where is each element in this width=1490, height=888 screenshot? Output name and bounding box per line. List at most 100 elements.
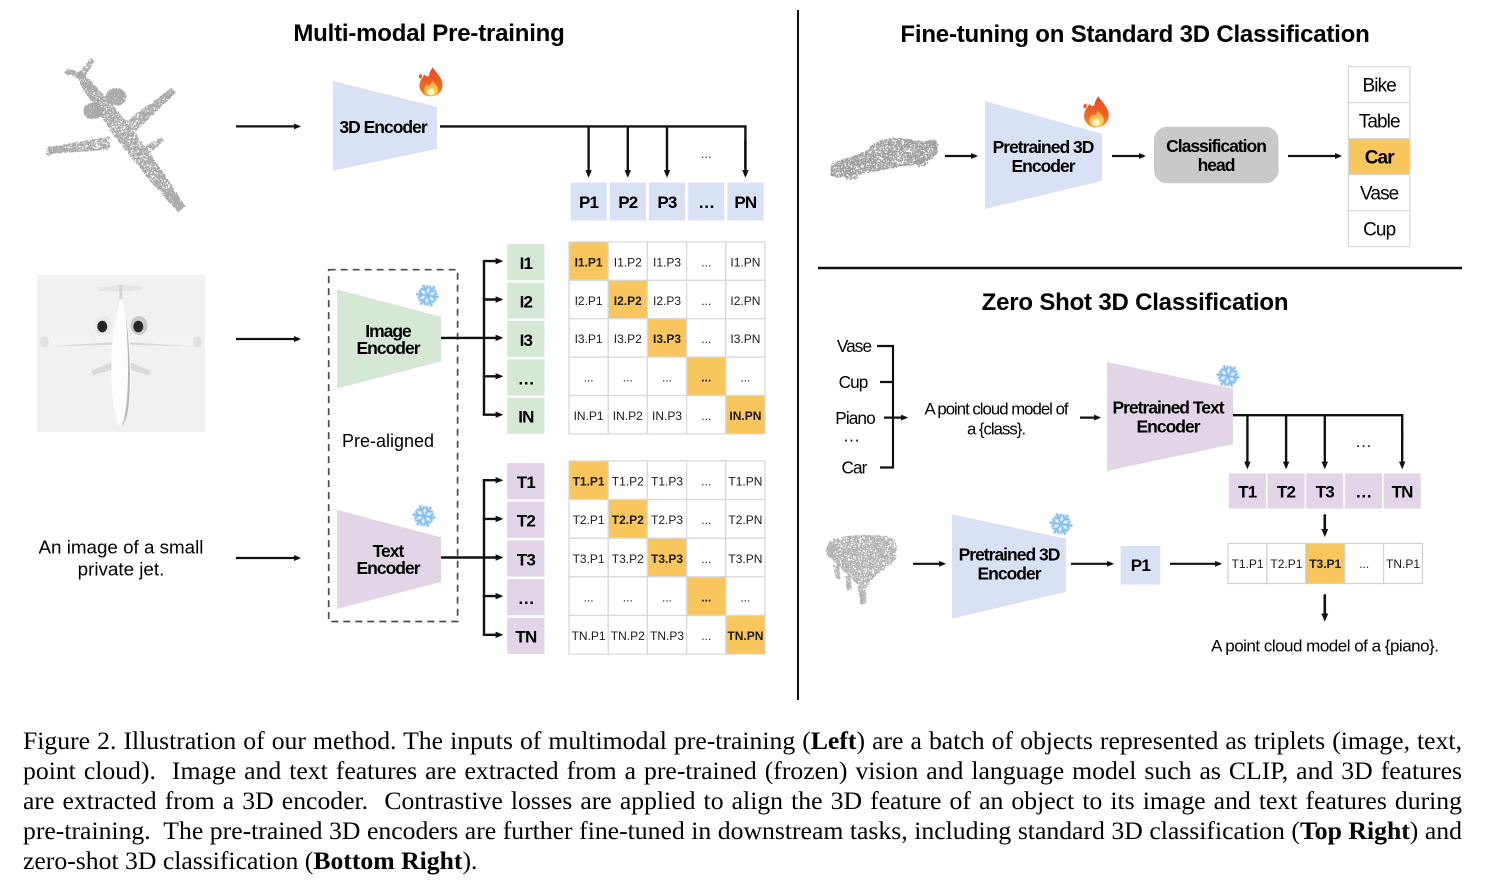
svg-text:Pretrained 3D: Pretrained 3D (959, 545, 1060, 565)
svg-text:Table: Table (1359, 111, 1400, 132)
svg-text:T2.P3: T2.P3 (651, 513, 683, 527)
svg-text:Multi-modal Pre-training: Multi-modal Pre-training (293, 20, 564, 47)
svg-text:I1.P3: I1.P3 (653, 255, 681, 269)
svg-text:TN: TN (515, 628, 537, 647)
svg-text:...: ... (623, 590, 633, 604)
svg-text:...: ... (701, 629, 711, 643)
svg-text:I2.PN: I2.PN (730, 294, 760, 308)
svg-text:...: ... (701, 146, 712, 161)
svg-text:Encoder: Encoder (356, 338, 420, 358)
svg-text:Encoder: Encoder (977, 564, 1041, 584)
svg-text:T3.P3: T3.P3 (651, 552, 683, 566)
svg-text:I3.PN: I3.PN (730, 332, 760, 346)
svg-text:PN: PN (734, 193, 757, 212)
svg-text:IN.PN: IN.PN (729, 409, 761, 423)
svg-text:T2.P1: T2.P1 (1270, 557, 1302, 571)
svg-text:Vase: Vase (837, 336, 872, 356)
svg-text:I1.PN: I1.PN (730, 255, 760, 269)
svg-text:…: … (518, 369, 534, 388)
svg-text:3D Encoder: 3D Encoder (339, 117, 427, 137)
svg-text:TN.P1: TN.P1 (572, 629, 606, 643)
svg-text:T3.P1: T3.P1 (1309, 557, 1341, 571)
svg-text:Cup: Cup (1363, 219, 1395, 240)
svg-text:An image of a small: An image of a small (39, 537, 204, 558)
svg-text:I3: I3 (520, 331, 533, 350)
svg-text:TN.P3: TN.P3 (650, 629, 684, 643)
svg-text:...: ... (701, 409, 711, 423)
svg-text:I2: I2 (520, 293, 533, 312)
svg-text:TN.P2: TN.P2 (611, 629, 645, 643)
svg-text:...: ... (740, 590, 750, 604)
svg-text:TN.PN: TN.PN (727, 629, 763, 643)
svg-text:...: ... (584, 371, 594, 385)
svg-text:T3: T3 (517, 550, 536, 569)
svg-text:a {class}.: a {class}. (967, 419, 1025, 438)
svg-text:I3.P1: I3.P1 (575, 332, 603, 346)
svg-text:...: ... (662, 590, 672, 604)
svg-text:...: ... (662, 371, 672, 385)
svg-text:A point cloud model of a {pian: A point cloud model of a {piano}. (1211, 637, 1438, 656)
svg-text:…: … (1355, 432, 1372, 451)
svg-text:P1: P1 (1131, 556, 1151, 575)
svg-text:Fine-tuning on Standard 3D Cla: Fine-tuning on Standard 3D Classificatio… (900, 21, 1369, 48)
svg-text:T1.P1: T1.P1 (573, 475, 605, 489)
svg-text:…: … (518, 589, 534, 608)
svg-text:…: … (843, 426, 860, 446)
svg-text:P1: P1 (579, 193, 599, 212)
svg-text:T3.P2: T3.P2 (612, 552, 644, 566)
svg-text:A point cloud model of: A point cloud model of (924, 400, 1068, 419)
svg-text:...: ... (701, 513, 711, 527)
svg-text:Zero Shot 3D Classification: Zero Shot 3D Classification (982, 289, 1289, 316)
svg-text:Pretrained 3D: Pretrained 3D (993, 137, 1094, 157)
svg-text:T2.PN: T2.PN (728, 513, 762, 527)
svg-text:T1.P1: T1.P1 (1231, 557, 1263, 571)
svg-text:Piano: Piano (835, 408, 875, 428)
svg-text:I3.P3: I3.P3 (653, 332, 681, 346)
svg-text:T2: T2 (1277, 483, 1296, 502)
svg-text:P3: P3 (657, 193, 677, 212)
svg-text:T1.P2: T1.P2 (612, 475, 644, 489)
svg-text:I1: I1 (520, 254, 533, 273)
svg-text:Classification: Classification (1166, 136, 1266, 156)
svg-text:...: ... (623, 371, 633, 385)
svg-text:T1.P3: T1.P3 (651, 475, 683, 489)
svg-text:...: ... (1359, 557, 1369, 571)
svg-text:T1: T1 (517, 473, 536, 492)
svg-text:T3: T3 (1316, 483, 1335, 502)
svg-text:T2: T2 (517, 512, 536, 531)
svg-text:Encoder: Encoder (1136, 417, 1200, 437)
svg-text:...: ... (701, 552, 711, 566)
svg-text:I1.P1: I1.P1 (575, 255, 603, 269)
svg-text:Car: Car (1365, 147, 1395, 168)
svg-text:I3.P2: I3.P2 (614, 332, 642, 346)
svg-text:Text: Text (373, 541, 405, 561)
svg-text:...: ... (701, 332, 711, 346)
svg-text:IN.P1: IN.P1 (574, 409, 604, 423)
svg-text:P2: P2 (618, 193, 638, 212)
svg-text:I2.P1: I2.P1 (575, 294, 603, 308)
svg-text:...: ... (584, 590, 594, 604)
svg-text:...: ... (740, 371, 750, 385)
svg-text:Pretrained Text: Pretrained Text (1112, 398, 1224, 418)
svg-text:T1: T1 (1238, 483, 1257, 502)
svg-text:Pre-aligned: Pre-aligned (342, 431, 434, 451)
svg-text:Encoder: Encoder (356, 558, 420, 578)
svg-text:T3.PN: T3.PN (728, 552, 762, 566)
svg-text:Vase: Vase (1360, 183, 1399, 204)
svg-text:...: ... (701, 475, 711, 489)
svg-text:private jet.: private jet. (78, 559, 165, 580)
svg-text:I1.P2: I1.P2 (614, 255, 642, 269)
svg-text:...: ... (701, 255, 711, 269)
svg-text:Image: Image (365, 321, 412, 341)
svg-text:TN.P1: TN.P1 (1386, 557, 1420, 571)
svg-text:T2.P2: T2.P2 (612, 513, 644, 527)
svg-text:...: ... (701, 590, 711, 604)
svg-text:...: ... (701, 371, 711, 385)
svg-text:IN.P3: IN.P3 (652, 409, 682, 423)
svg-text:I2.P3: I2.P3 (653, 294, 681, 308)
svg-text:I2.P2: I2.P2 (614, 294, 642, 308)
svg-text:T1.PN: T1.PN (728, 475, 762, 489)
svg-text:Cup: Cup (839, 372, 868, 392)
svg-text:…: … (1355, 483, 1371, 502)
svg-text:…: … (698, 193, 714, 212)
